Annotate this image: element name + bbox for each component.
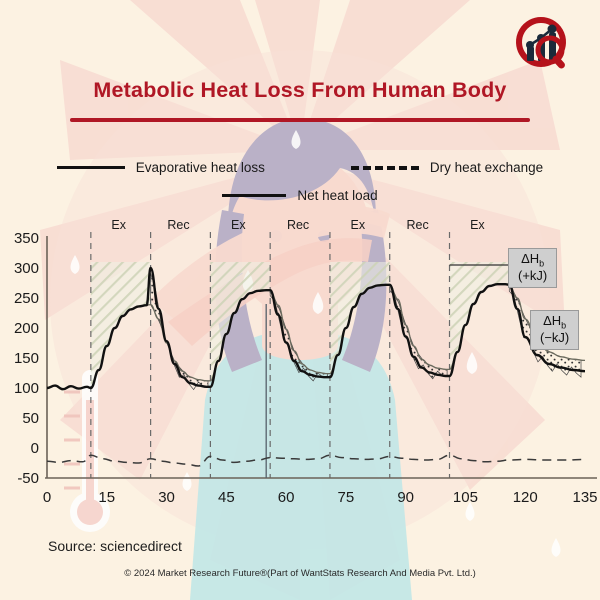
svg-text:-50: -50 [17, 470, 39, 487]
delta-hb-negative-annotation: ΔHb (−kJ) [530, 310, 580, 351]
svg-text:135: 135 [572, 489, 597, 506]
legend-item-dry-heat: Dry heat exchange [350, 160, 544, 175]
chart-axes [45, 236, 597, 479]
phase-label-rec: Rec [286, 218, 310, 232]
market-research-future-logo [510, 14, 572, 74]
svg-text:0: 0 [43, 489, 51, 506]
svg-text:150: 150 [14, 350, 39, 367]
phase-divider-lines [90, 232, 451, 478]
svg-text:90: 90 [397, 489, 414, 506]
title-underline [70, 118, 530, 122]
chart-series-lines [46, 250, 586, 467]
delta-hb-unit: (−kJ) [540, 329, 570, 345]
copyright-text: © 2024 Market Research Future®(Part of W… [124, 568, 476, 579]
svg-text:75: 75 [338, 489, 355, 506]
delta-hb-symbol: ΔH [543, 313, 562, 328]
phase-label-ex: Ex [470, 218, 485, 232]
svg-text:60: 60 [278, 489, 295, 506]
svg-text:200: 200 [14, 320, 39, 337]
svg-text:15: 15 [98, 489, 115, 506]
phase-label-ex: Ex [111, 218, 127, 232]
chart-legend: Evaporative heat loss Dry heat exchange … [0, 160, 600, 203]
phase-label-rec: Rec [167, 218, 190, 232]
svg-text:300: 300 [14, 260, 39, 277]
delta-hb-subscript: b [561, 320, 567, 331]
delta-hb-positive-annotation: ΔHb (+kJ) [508, 248, 558, 289]
svg-text:120: 120 [513, 489, 538, 506]
exercise-hatch-bands [90, 262, 510, 388]
legend-label: Net heat load [297, 188, 378, 203]
svg-text:50: 50 [22, 410, 39, 427]
legend-label: Evaporative heat loss [135, 160, 265, 175]
delta-hb-unit: (+kJ) [518, 267, 548, 283]
legend-label: Dry heat exchange [429, 160, 544, 175]
solid-line-icon [56, 166, 125, 169]
page-title: Metabolic Heat Loss From Human Body [0, 78, 600, 103]
legend-item-evaporative: Evaporative heat loss [56, 160, 265, 175]
delta-hb-subscript: b [539, 258, 545, 269]
svg-text:250: 250 [14, 290, 39, 307]
svg-text:30: 30 [158, 489, 175, 506]
svg-text:0: 0 [31, 440, 39, 457]
svg-text:350: 350 [14, 230, 39, 247]
phase-label-rec: Rec [406, 218, 429, 232]
solid-line-icon [222, 194, 287, 197]
page-title-text: Metabolic Heat Loss From Human Body [93, 78, 507, 102]
delta-hb-symbol: ΔH [521, 251, 540, 266]
metabolic-heat-chart: -50 0 50 100 150 200 250 300 350 0 15 30 45 60 75 90 105… [0, 218, 600, 518]
phase-label-ex: Ex [230, 218, 246, 232]
svg-text:105: 105 [453, 489, 478, 506]
legend-item-net-heat-load: Net heat load [222, 188, 378, 203]
dashed-line-icon [350, 165, 419, 170]
source-text: Source: sciencedirect [48, 538, 182, 554]
svg-text:45: 45 [218, 489, 235, 506]
svg-text:100: 100 [14, 380, 39, 397]
phase-label-ex: Ex [350, 218, 366, 232]
